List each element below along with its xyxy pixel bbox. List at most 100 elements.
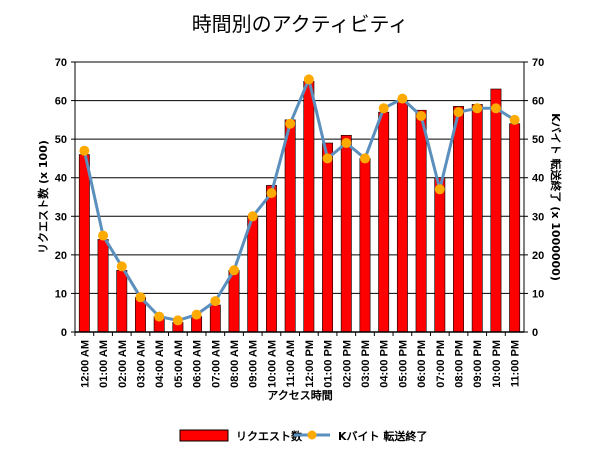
x-tick-label: 06:00 PM (416, 340, 428, 388)
x-tick-label: 02:00 PM (341, 340, 353, 388)
chart-title: 時間別のアクティビティ (191, 12, 409, 36)
x-tick-label: 10:00 AM (266, 340, 278, 388)
bar (509, 123, 521, 333)
y-left-tick-label: 20 (55, 250, 67, 262)
bar (209, 304, 221, 333)
bar (228, 269, 240, 333)
y-axis-left-ticks: 0 10 20 30 40 50 60 70 (55, 57, 75, 339)
x-tick-label: 05:00 PM (397, 340, 409, 388)
x-tick-label: 07:00 PM (435, 340, 447, 388)
y-axis-right-title: Kバイト 転送終了 (x 1000000) (549, 113, 563, 281)
bar (265, 185, 277, 333)
bar (396, 100, 408, 333)
x-tick-label: 04:00 AM (154, 340, 166, 388)
y-left-tick-label: 40 (55, 173, 67, 185)
y-left-tick-label: 70 (55, 57, 67, 69)
legend-swatch-requests (179, 429, 229, 442)
line-point (135, 292, 146, 303)
y-right-tick-label: 70 (532, 57, 544, 69)
line-point (359, 153, 370, 164)
line-point (79, 145, 90, 156)
bar (434, 177, 446, 333)
y-left-tick-label: 50 (55, 134, 67, 146)
bar (359, 158, 371, 333)
line-point (229, 265, 240, 276)
bar (415, 109, 427, 333)
y-right-tick-label: 10 (532, 288, 544, 300)
line-point (98, 230, 109, 241)
legend-swatch-kbytes-marker (307, 430, 317, 440)
line-point (341, 138, 352, 148)
x-tick-label: 07:00 AM (210, 340, 222, 388)
line-point (266, 188, 277, 199)
y-left-tick-label: 0 (61, 327, 67, 339)
x-tick-label: 08:00 PM (454, 340, 466, 388)
bar (453, 106, 464, 333)
x-tick-label: 09:00 AM (248, 340, 260, 388)
line-point (453, 107, 464, 118)
y-right-tick-label: 50 (532, 134, 544, 146)
x-tick-label: 12:00 PM (304, 340, 316, 388)
line-point (472, 103, 483, 114)
line-point (490, 103, 501, 114)
y-left-tick-label: 30 (55, 211, 67, 223)
bar (247, 215, 259, 333)
x-tick-label: 11:00 PM (510, 340, 522, 387)
bar (78, 154, 90, 333)
line-point (210, 296, 221, 307)
bar-series (78, 80, 521, 333)
line-point (191, 309, 202, 320)
x-tick-label: 03:00 PM (360, 340, 372, 388)
line-point (172, 315, 183, 326)
line-point (378, 103, 389, 114)
x-tick-label: 10:00 PM (491, 340, 503, 388)
line-point (397, 93, 408, 104)
y-left-tick-label: 10 (55, 288, 67, 300)
y-right-tick-label: 40 (532, 173, 544, 185)
x-tick-label: 01:00 AM (98, 340, 110, 388)
line-point (322, 153, 333, 164)
legend: リクエスト数 Kバイト 転送終了 (179, 429, 427, 443)
legend-label-requests: リクエスト数 (236, 429, 303, 443)
x-tick-label: 08:00 AM (229, 340, 241, 388)
bar (471, 104, 483, 333)
y-axis-right-ticks: 0 10 20 30 40 50 60 70 (524, 57, 544, 339)
x-tick-label: 12:00 AM (79, 340, 91, 388)
line-series (79, 74, 520, 326)
bar (116, 269, 128, 333)
x-tick-label: 06:00 AM (192, 340, 204, 388)
x-tick-label: 05:00 AM (173, 340, 185, 388)
y-left-tick-label: 60 (55, 96, 67, 108)
plot-area (75, 62, 524, 332)
line-point (416, 111, 427, 121)
legend-label-kbytes: Kバイト 転送終了 (338, 429, 427, 443)
x-axis-title: アクセス時間 (267, 388, 332, 402)
x-axis-ticks: 12:00 AM 01:00 AM 02:00 AM 03:00 AM 04:00 AM… (74, 332, 522, 388)
line-point (154, 311, 165, 322)
line-point (247, 211, 258, 222)
x-tick-label: 03:00 AM (135, 340, 147, 388)
line-point (434, 184, 445, 195)
y-right-tick-label: 0 (532, 327, 538, 339)
line-point (509, 114, 520, 125)
x-tick-label: 01:00 PM (323, 340, 335, 388)
gridlines (75, 61, 524, 294)
x-tick-label: 02:00 AM (117, 340, 129, 388)
bar (378, 111, 390, 333)
bar (490, 88, 502, 333)
line-point (116, 261, 127, 272)
line-point (303, 74, 314, 85)
bar (284, 119, 296, 333)
bar (322, 142, 334, 333)
x-tick-label: 04:00 PM (379, 340, 391, 388)
x-tick-label: 11:00 AM (285, 340, 297, 387)
y-right-tick-label: 20 (532, 250, 544, 262)
bar (340, 134, 352, 333)
y-right-tick-label: 30 (532, 211, 544, 223)
bar (303, 80, 315, 333)
bar (97, 239, 109, 333)
y-axis-left-title: リクエスト数 (x 100) (36, 140, 50, 254)
y-right-tick-label: 60 (532, 96, 544, 108)
line-point (285, 118, 296, 129)
